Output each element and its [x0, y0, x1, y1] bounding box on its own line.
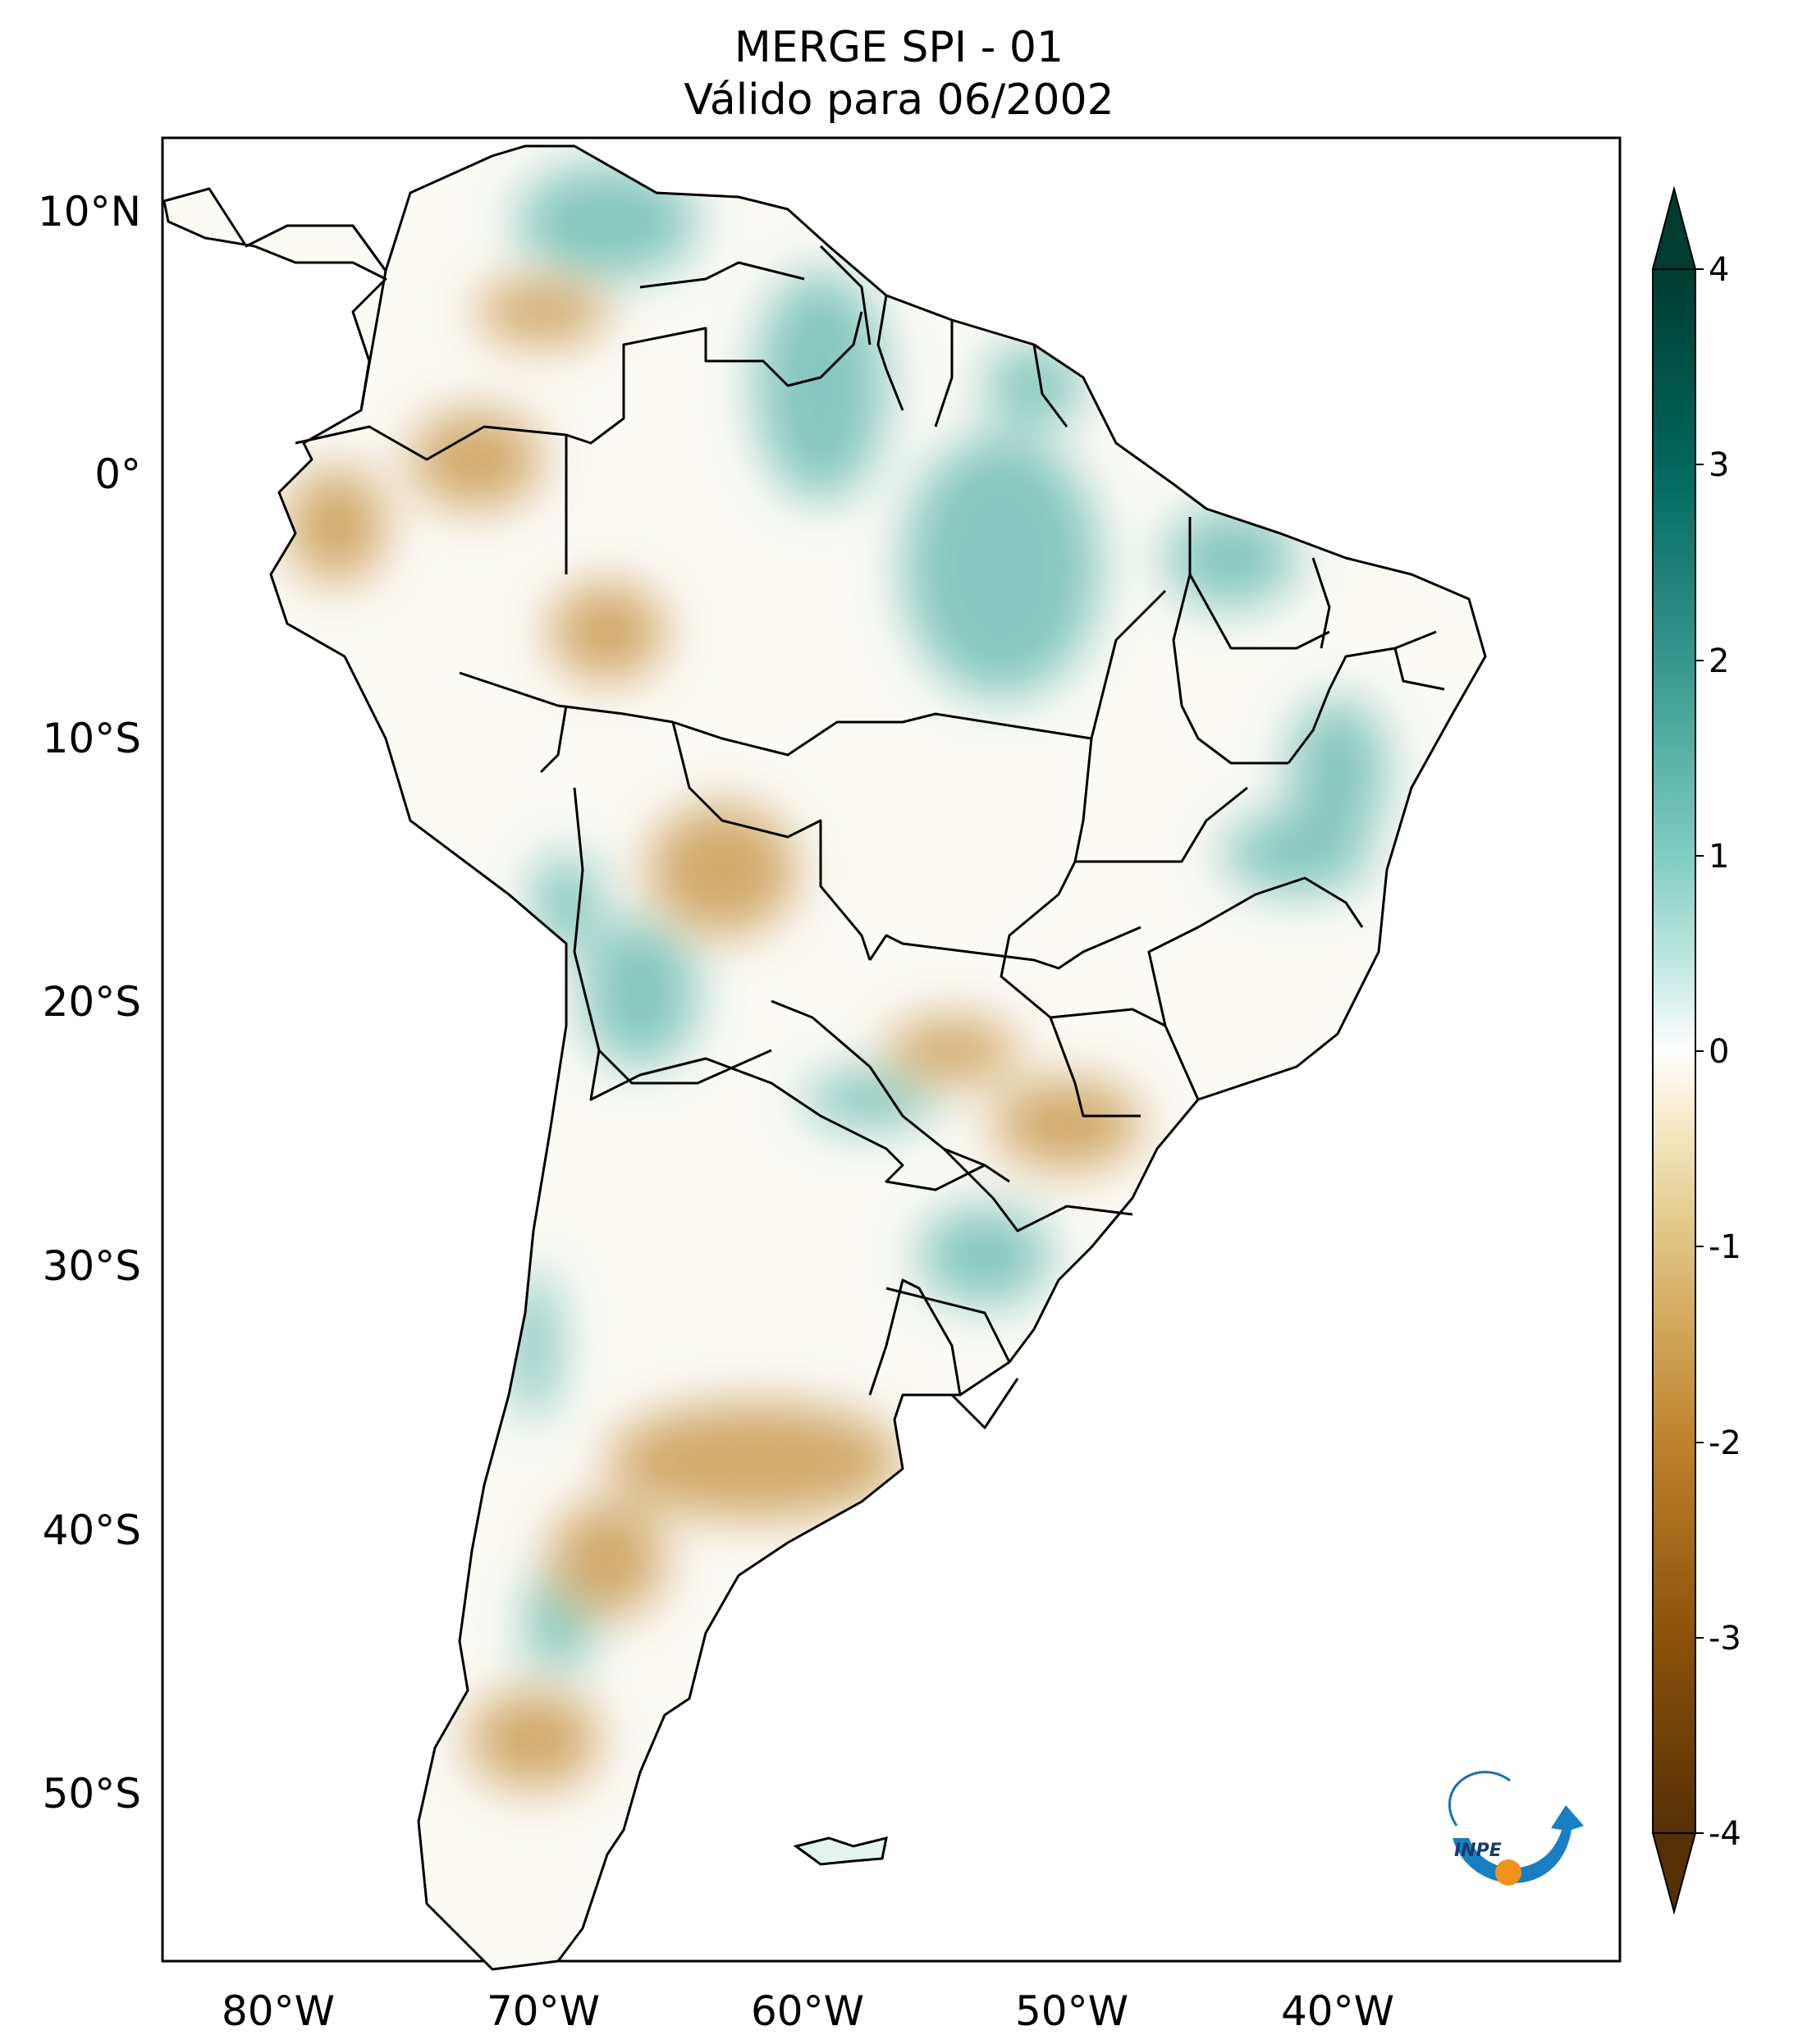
border-line [1057, 738, 1093, 895]
border-line [639, 261, 805, 289]
lon-tick: 70°W [487, 1987, 600, 2035]
falkland-islands [793, 1836, 888, 1866]
map-title: MERGE SPI - 01 [734, 23, 1064, 72]
dry-area [550, 1502, 665, 1616]
colorbar-max-arrow [1651, 185, 1697, 270]
lat-tick: 20°S [43, 978, 141, 1026]
colorbar-tick: -1 [1709, 1228, 1741, 1266]
borders [295, 225, 1445, 1429]
wet-area [1288, 697, 1387, 845]
colorbar-gradient [1652, 268, 1696, 1834]
lat-axis: 10°N 0° 10°S 20°S 30°S 40°S 50°S [38, 188, 141, 1818]
lat-tick: 10°S [43, 715, 141, 762]
border-line [942, 1147, 1133, 1232]
lat-tick: 50°S [43, 1770, 141, 1818]
lon-tick: 50°W [1015, 1987, 1128, 2035]
border-line [885, 1287, 1011, 1363]
colorbar-tick: -4 [1709, 1815, 1741, 1853]
border-line [1032, 344, 1068, 428]
wet-area [517, 164, 698, 279]
dry-area [993, 1079, 1141, 1169]
border-line [1393, 647, 1445, 691]
colorbar-tick: 2 [1709, 642, 1729, 680]
dry-area [410, 410, 542, 509]
lon-axis: 80°W 70°W 60°W 50°W 40°W [222, 1987, 1394, 2035]
lat-tick: 40°S [43, 1507, 141, 1554]
border-line [868, 1278, 962, 1396]
lat-tick: 30°S [43, 1242, 141, 1290]
dry-area [468, 1690, 599, 1789]
logo-swoosh-icon [1453, 1805, 1584, 1883]
spi-field [287, 164, 1387, 1789]
border-line [1075, 786, 1248, 863]
dry-area [648, 804, 796, 935]
colorbar-tick: 0 [1709, 1033, 1729, 1071]
border-line [868, 926, 1141, 970]
wet-anomalies [509, 164, 1387, 1674]
wet-area [1223, 812, 1370, 894]
border-line [589, 1049, 986, 1191]
dry-area [550, 583, 665, 681]
logo-text: INPE [1454, 1841, 1502, 1861]
dry-area [886, 1017, 1018, 1083]
border-line [950, 1378, 1019, 1429]
inpe-logo: INPE [1448, 1771, 1584, 1886]
colorbar-min-arrow [1651, 1832, 1697, 1915]
dry-anomalies [287, 279, 1141, 1789]
colorbar-tick: 1 [1709, 838, 1729, 876]
lat-tick: 0° [94, 450, 141, 498]
border-line [295, 425, 568, 574]
border-line [351, 225, 387, 411]
border-line [459, 671, 1092, 757]
wet-area [919, 1206, 1050, 1305]
border-line [1188, 574, 1330, 650]
dry-area [476, 279, 607, 345]
logo-sun-icon [1495, 1859, 1521, 1886]
logo-orbit [1448, 1771, 1511, 1827]
colorbar-tick: -3 [1709, 1620, 1741, 1658]
dry-area [607, 1403, 903, 1518]
colorbar-tick: 4 [1709, 251, 1729, 289]
wet-area [755, 271, 886, 501]
wet-area [804, 1071, 936, 1128]
coastline [162, 144, 1487, 1971]
border-line [1090, 589, 1167, 739]
border-line [819, 245, 872, 345]
lat-tick: 10°N [38, 188, 141, 235]
colorbar: 4 3 2 1 0 -1 -2 -3 -4 [1651, 185, 1741, 1915]
border-line [540, 705, 568, 773]
wet-area [1165, 509, 1297, 607]
lon-tick: 80°W [222, 1987, 335, 2035]
border-line [1164, 1025, 1200, 1100]
border-line [934, 320, 954, 428]
border-line [1000, 893, 1166, 1027]
border-line [1287, 630, 1437, 764]
colorbar-tick: -2 [1709, 1424, 1741, 1462]
map-subtitle: Válido para 06/2002 [684, 75, 1114, 125]
colorbar-tick: 3 [1709, 446, 1729, 484]
wet-area [903, 435, 1100, 697]
dry-area [287, 468, 386, 583]
lon-tick: 40°W [1281, 1987, 1394, 2035]
lon-tick: 60°W [751, 1987, 864, 2035]
border-line [565, 311, 863, 445]
border-line [876, 295, 904, 411]
border-line [1049, 1017, 1141, 1118]
border-line [1147, 876, 1364, 1027]
border-line [671, 721, 872, 961]
wet-area [985, 345, 1083, 427]
wet-area [583, 919, 698, 1067]
